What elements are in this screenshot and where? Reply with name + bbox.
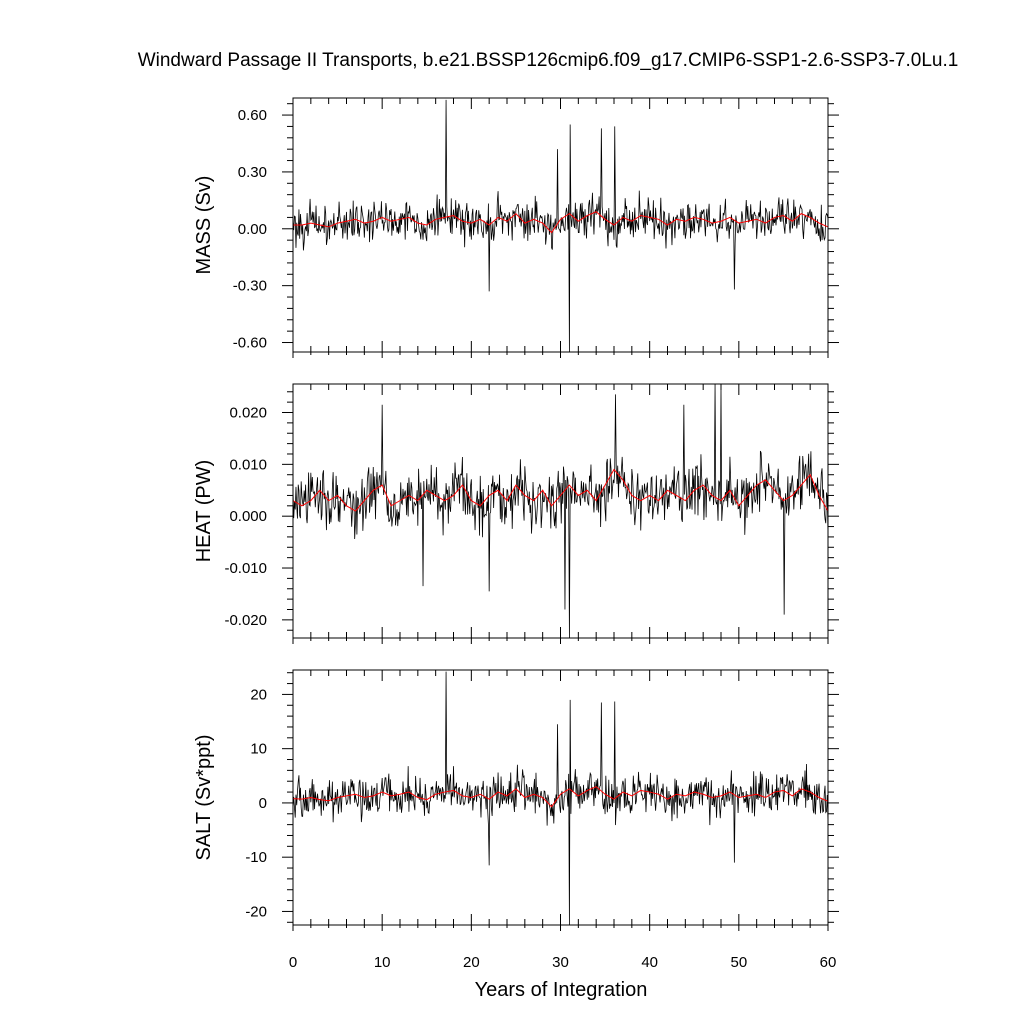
y-tick-label: 10 bbox=[250, 741, 267, 758]
y-tick-label: 0 bbox=[259, 795, 267, 812]
chart-title: Windward Passage II Transports, b.e21.BS… bbox=[138, 50, 959, 71]
x-tick-label: 50 bbox=[730, 954, 747, 971]
y-axis-label: SALT (Sv*ppt) bbox=[193, 735, 215, 861]
y-axis-label: HEAT (PW) bbox=[193, 460, 215, 563]
y-axis-label: MASS (Sv) bbox=[193, 176, 215, 275]
y-tick-label: 0.00 bbox=[238, 221, 267, 238]
y-tick-label: 20 bbox=[250, 686, 267, 703]
x-tick-label: 40 bbox=[641, 954, 658, 971]
panel-1: -0.60 -0.30 0.00 0.30 0.60 MASS (Sv) bbox=[193, 97, 839, 358]
x-axis-label: Years of Integration bbox=[475, 979, 648, 1001]
y-tick-label: -20 bbox=[245, 903, 267, 920]
y-tick-label: 0.000 bbox=[229, 508, 267, 525]
y-tick-label: 0.30 bbox=[238, 164, 267, 181]
monthly-series-line bbox=[292, 383, 829, 639]
y-tick-label: 0.60 bbox=[238, 107, 267, 124]
monthly-series-line bbox=[292, 671, 829, 926]
panel-3: -20 -10 0 10 20 SALT (Sv*ppt) 0 10 20 30 40 50 60 bbox=[193, 669, 839, 971]
y-tick-label: -0.30 bbox=[233, 278, 267, 295]
annual-mean-series-line bbox=[292, 468, 829, 512]
annual-mean-series-line bbox=[292, 786, 829, 808]
x-tick-label: 60 bbox=[820, 954, 837, 971]
x-tick-label: 30 bbox=[552, 954, 569, 971]
annual-mean-series-line bbox=[293, 211, 829, 234]
y-tick-label: -10 bbox=[245, 849, 267, 866]
y-tick-label: -0.010 bbox=[224, 560, 267, 577]
x-tick-label: 10 bbox=[374, 954, 391, 971]
monthly-series-line bbox=[292, 99, 829, 353]
panel-2: -0.020 -0.010 0.000 0.010 0.020 HEAT (PW) bbox=[193, 383, 839, 644]
y-tick-label: 0.020 bbox=[229, 405, 267, 422]
y-tick-label: -0.60 bbox=[233, 335, 267, 352]
x-tick-label: 0 bbox=[289, 954, 297, 971]
y-tick-label: -0.020 bbox=[224, 612, 267, 629]
x-tick-label: 20 bbox=[463, 954, 480, 971]
y-tick-label: 0.010 bbox=[229, 456, 267, 473]
plot-frame bbox=[292, 383, 829, 639]
